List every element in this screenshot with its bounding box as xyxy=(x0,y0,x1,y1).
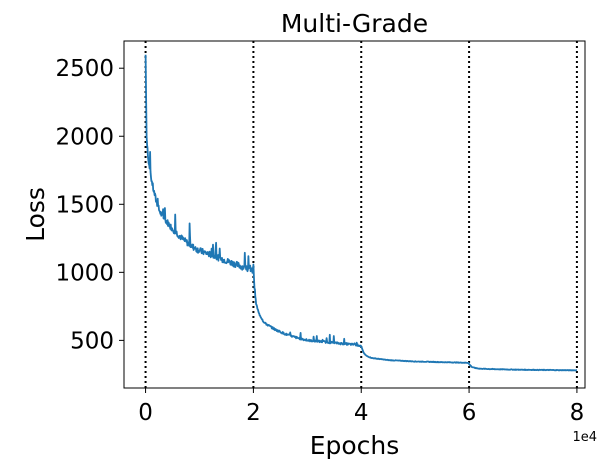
y-tick-label: 2000 xyxy=(55,124,114,150)
x-tick-label: 4 xyxy=(354,400,369,426)
y-tick-label: 1000 xyxy=(55,260,114,286)
y-tick-label: 500 xyxy=(70,328,114,354)
x-tick-label: 8 xyxy=(570,400,585,426)
x-axis-label: Epochs xyxy=(310,431,400,460)
x-tick-label: 2 xyxy=(246,400,261,426)
x-tick-label: 0 xyxy=(138,400,153,426)
y-ticks: 500 1000 1500 2000 2500 xyxy=(55,56,124,354)
y-axis-label: Loss xyxy=(21,187,50,242)
plot-frame xyxy=(123,40,586,389)
y-tick-label: 2500 xyxy=(55,56,114,82)
chart-title: Multi-Grade xyxy=(281,9,428,38)
y-tick-label: 1500 xyxy=(55,192,114,218)
loss-line xyxy=(144,54,578,372)
x-tick-label: 6 xyxy=(462,400,477,426)
boundary-lines xyxy=(144,41,578,388)
x-ticks: 0 2 4 6 8 xyxy=(138,388,584,426)
x-offset-label: 1e4 xyxy=(572,430,597,445)
